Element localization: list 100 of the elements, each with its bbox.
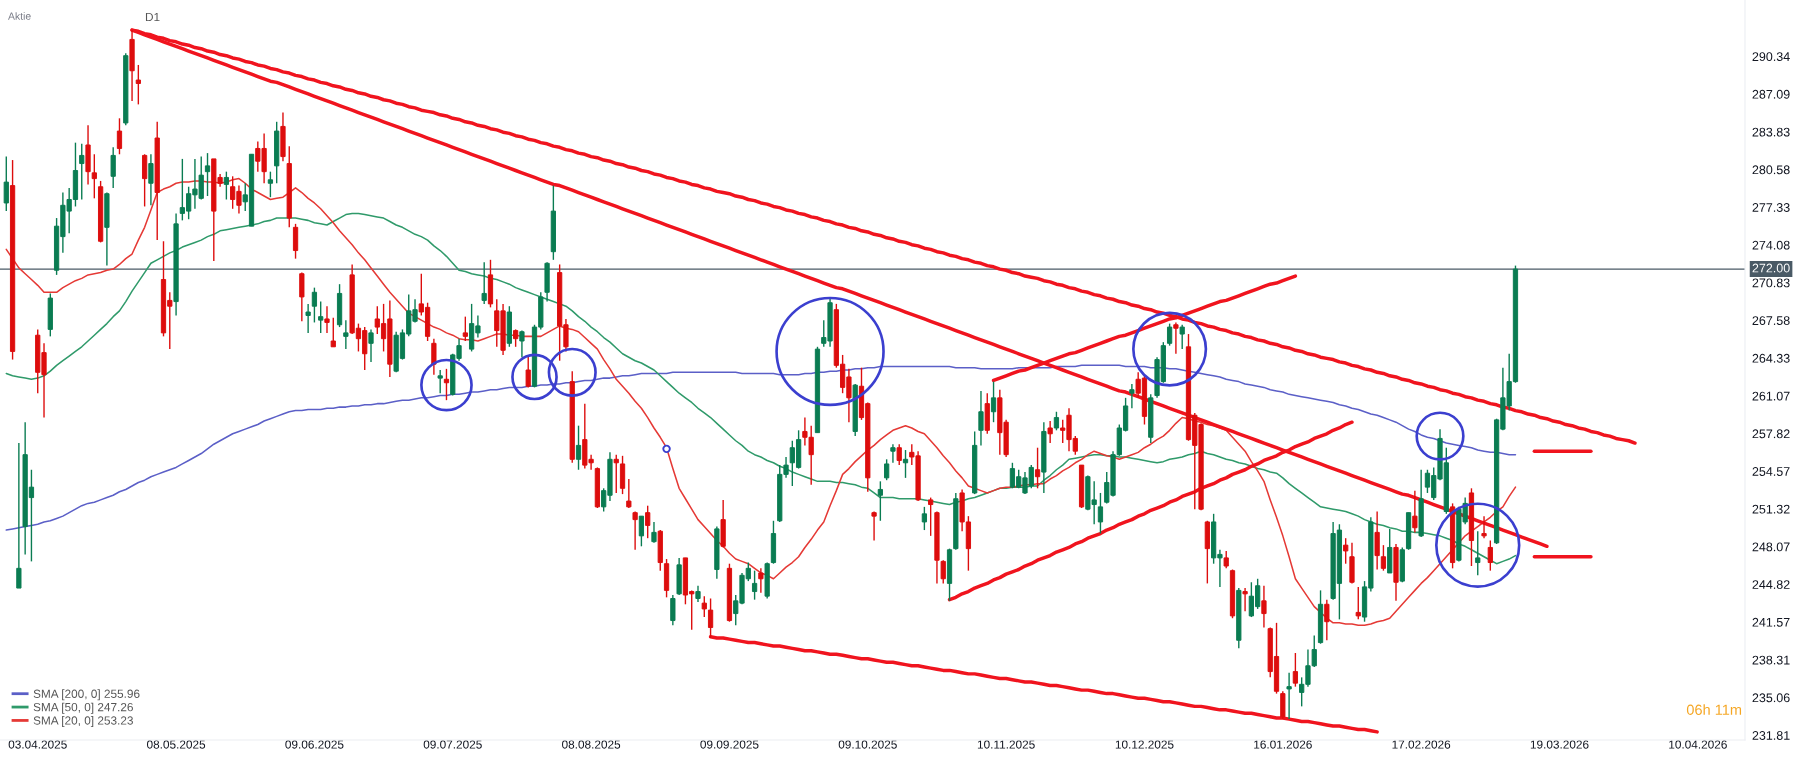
y-tick-label: 270.83 xyxy=(1752,278,1790,288)
y-tick-label: 244.82 xyxy=(1752,580,1790,589)
candlestick xyxy=(928,496,934,537)
x-tick-label: 09.10.2025 xyxy=(838,740,897,749)
candlestick xyxy=(525,355,531,389)
line-series xyxy=(5,177,1517,626)
y-tick-label: 238.31 xyxy=(1752,655,1790,665)
candlestick xyxy=(91,153,97,200)
candlestick xyxy=(223,170,230,201)
x-tick-label: 10.11.2025 xyxy=(977,740,1035,749)
candlestick xyxy=(1129,383,1135,409)
candlestick xyxy=(1242,587,1248,612)
candlestick xyxy=(519,329,525,358)
candlestick xyxy=(651,521,657,544)
candlestick xyxy=(1166,322,1173,347)
y-tick-label: 264.33 xyxy=(1752,353,1790,363)
candlestick xyxy=(1280,690,1286,720)
candlestick xyxy=(1097,492,1104,535)
candlestick xyxy=(902,449,909,479)
y-tick-label: 251.32 xyxy=(1752,504,1790,514)
y-tick-label: 274.08 xyxy=(1752,240,1790,250)
candlestick xyxy=(343,319,349,350)
candlestick xyxy=(318,300,324,334)
candlestick xyxy=(1343,537,1349,565)
candlestick xyxy=(110,146,116,189)
candlestick xyxy=(1481,515,1487,539)
line-series xyxy=(991,274,1298,383)
x-tick-label: 09.07.2025 xyxy=(423,740,482,749)
y-tick-label: 283.83 xyxy=(1752,127,1790,137)
text: Aktie xyxy=(8,12,31,20)
legend-label: SMA [20, 0] 253.23 xyxy=(33,716,133,728)
y-tick-label: 267.58 xyxy=(1752,316,1790,326)
x-tick-label: 08.08.2025 xyxy=(562,740,621,749)
candlestick xyxy=(267,170,274,198)
candlestick xyxy=(1292,652,1299,688)
x-tick-label: 10.12.2025 xyxy=(1115,740,1174,749)
y-tick-label: 231.81 xyxy=(1752,731,1790,740)
candlestick xyxy=(1034,447,1041,490)
candlestick xyxy=(1475,530,1481,576)
y-tick-label: 280.58 xyxy=(1752,165,1790,175)
candlestick xyxy=(877,480,883,522)
candlestick xyxy=(990,380,997,423)
candlestick xyxy=(311,286,318,324)
candlestick xyxy=(431,337,437,376)
line-series xyxy=(708,635,1379,734)
candlestick xyxy=(758,567,764,594)
candlestick xyxy=(292,223,299,260)
line-series xyxy=(5,364,1517,531)
candlestick xyxy=(884,458,890,481)
candlestick xyxy=(1355,586,1361,621)
candlestick xyxy=(638,515,645,547)
candlestick xyxy=(368,328,374,363)
x-tick-label: 09.06.2025 xyxy=(285,740,344,749)
candlestick xyxy=(1047,420,1053,444)
candlestick xyxy=(751,569,758,601)
candlestick xyxy=(79,143,85,201)
candlestick xyxy=(670,594,676,626)
y-tick-label: 261.07 xyxy=(1752,391,1790,401)
candlestick xyxy=(1380,544,1387,572)
y-tick-label: 277.33 xyxy=(1752,203,1790,212)
x-tick-label: 17.02.2026 xyxy=(1392,740,1451,749)
x-tick-label: 08.05.2025 xyxy=(146,740,206,749)
x-tick-label: 19.03.2026 xyxy=(1530,740,1589,749)
candlestick xyxy=(940,559,946,585)
candlestick xyxy=(1173,321,1179,355)
line-series xyxy=(5,212,1517,565)
candlestick xyxy=(1286,672,1292,720)
candlestick xyxy=(645,505,651,539)
candlestick xyxy=(116,117,123,155)
candlestick xyxy=(16,442,22,589)
candlestick xyxy=(1261,585,1267,629)
candlestick xyxy=(1487,539,1493,572)
candlestick xyxy=(135,64,141,106)
candlestick xyxy=(443,368,450,401)
ref-line-label: 272.00 xyxy=(1752,263,1790,273)
candlestick xyxy=(204,152,211,197)
candlestick xyxy=(626,478,632,509)
x-tick-label: 09.09.2025 xyxy=(700,740,759,749)
candlestick xyxy=(299,271,305,322)
x-tick-label: 03.04.2025 xyxy=(8,740,67,749)
x-tick-label: 16.01.2026 xyxy=(1254,740,1312,749)
candlestick xyxy=(575,424,582,471)
candlestick xyxy=(1324,598,1330,641)
candlestick xyxy=(481,261,487,305)
y-tick-label: 241.57 xyxy=(1752,617,1790,627)
candlestick xyxy=(330,317,336,348)
candlestick xyxy=(871,510,877,542)
y-tick-label: 290.34 xyxy=(1752,52,1790,62)
candlestick xyxy=(921,506,928,531)
candlestick xyxy=(613,453,619,494)
y-tick-label: 235.06 xyxy=(1752,693,1790,703)
annotation: D1 xyxy=(145,12,160,22)
candlestick xyxy=(462,315,468,342)
y-tick-label: 248.07 xyxy=(1752,542,1790,552)
candlestick xyxy=(3,155,9,212)
y-tick-label: 254.57 xyxy=(1752,467,1790,476)
candlestick xyxy=(324,305,330,334)
y-tick-label: 287.09 xyxy=(1752,89,1790,99)
candlestick xyxy=(437,369,443,394)
y-tick-label: 257.82 xyxy=(1752,429,1790,439)
